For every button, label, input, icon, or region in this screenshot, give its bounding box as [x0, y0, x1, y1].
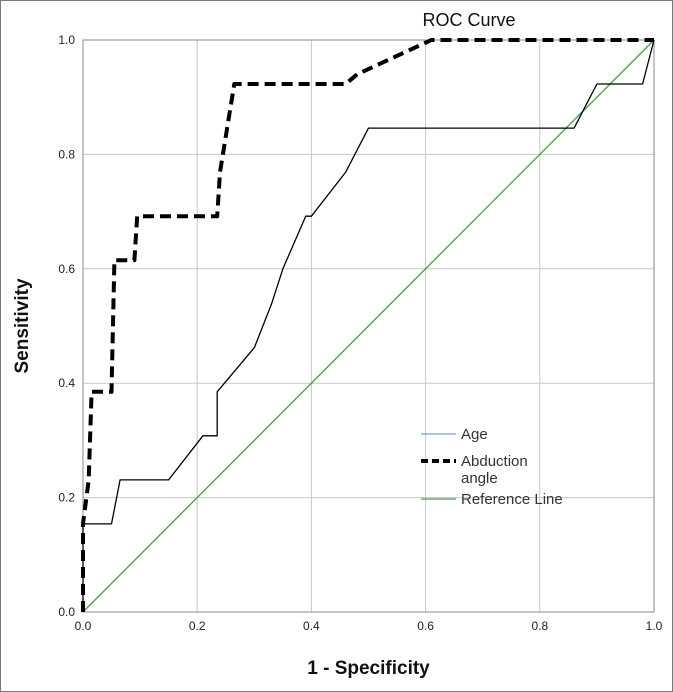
legend-label-age: Age	[461, 426, 488, 443]
series-line-age	[82, 39, 655, 612]
legend-label-abduction-angle: Abduction	[461, 453, 528, 470]
x-axis-label: 1 - Specificity	[307, 658, 430, 679]
y-tick-label: 1.0	[58, 33, 75, 47]
series-line-abduction-angle	[81, 38, 654, 612]
y-axis-label: Sensitivity	[12, 278, 33, 373]
x-tick-label: 0.2	[189, 619, 206, 633]
series-group	[81, 38, 655, 613]
y-tick-label: 0.6	[58, 262, 75, 276]
plot-border	[82, 39, 655, 613]
y-tick-label: 0.0	[58, 605, 75, 619]
x-tick-label: 1.0	[646, 619, 663, 633]
x-tick-label: 0.8	[531, 619, 548, 633]
x-tick-label: 0.4	[303, 619, 320, 633]
x-tick-label: 0.0	[75, 619, 92, 633]
y-tick-label: 0.8	[58, 147, 75, 161]
tick-labels: 0.0 0.2 0.4 0.6 0.8 1.0 0.0 0.2 0.4 0.6 0.8 1.0	[58, 33, 662, 633]
y-tick-label: 0.4	[58, 376, 75, 390]
y-tick-label: 0.2	[58, 491, 75, 505]
grid	[83, 40, 654, 612]
chart-title: ROC Curve	[422, 10, 515, 30]
legend-label-abduction-angle: angle	[461, 470, 498, 487]
x-tick-label: 0.6	[417, 619, 434, 633]
series-line-reference-line	[82, 39, 655, 613]
legend-label-reference-line: Reference Line	[461, 491, 563, 508]
